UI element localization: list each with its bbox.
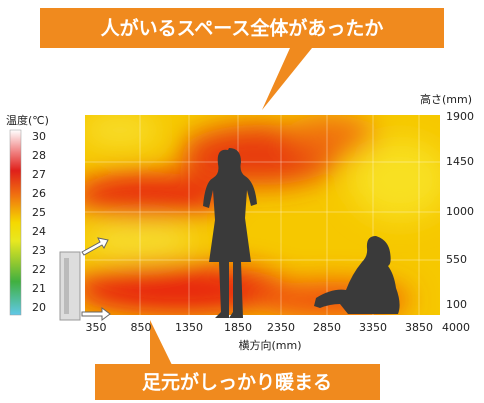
legend-label: 26 xyxy=(32,187,46,200)
x-tick-label: 350 xyxy=(86,321,107,334)
top-pointer xyxy=(262,48,312,110)
y-tick-label: 1000 xyxy=(446,205,474,218)
x-tick-label: 4000 xyxy=(442,321,470,334)
legend-label: 20 xyxy=(32,301,46,314)
legend-label: 24 xyxy=(32,225,46,238)
y-tick-label: 100 xyxy=(446,298,467,311)
bottom-callout: 足元がしっかり暖まる xyxy=(142,371,332,394)
top-callout: 人がいるスペース全体があったか xyxy=(101,17,384,40)
x-tick-label: 1850 xyxy=(224,321,252,334)
x-tick-label: 2850 xyxy=(313,321,341,334)
legend-label: 22 xyxy=(32,263,46,276)
legend-label: 27 xyxy=(32,168,46,181)
legend-label: 25 xyxy=(32,206,46,219)
silhouettes xyxy=(203,148,400,318)
bottom-pointer xyxy=(150,320,172,365)
y-axis-title: 高さ(mm) xyxy=(420,92,472,106)
top-callout-box xyxy=(40,8,444,48)
bottom-callout-box xyxy=(95,364,380,400)
legend-label: 28 xyxy=(32,149,46,162)
y-tick-label: 1450 xyxy=(446,155,474,168)
heater xyxy=(59,237,111,321)
x-tick-label: 3350 xyxy=(359,321,387,334)
color-bar xyxy=(9,129,22,316)
x-tick-label: 1350 xyxy=(175,321,203,334)
legend-title: 温度(℃) xyxy=(6,113,49,127)
legend-label: 23 xyxy=(32,244,46,257)
y-tick-label: 1900 xyxy=(446,110,474,123)
legend-label: 21 xyxy=(32,282,46,295)
x-tick-label: 2350 xyxy=(267,321,295,334)
legend-label: 30 xyxy=(32,130,46,143)
x-tick-label: 3850 xyxy=(405,321,433,334)
x-tick-label: 850 xyxy=(131,321,152,334)
x-axis-title: 横方向(mm) xyxy=(238,338,301,352)
y-tick-label: 550 xyxy=(446,253,467,266)
